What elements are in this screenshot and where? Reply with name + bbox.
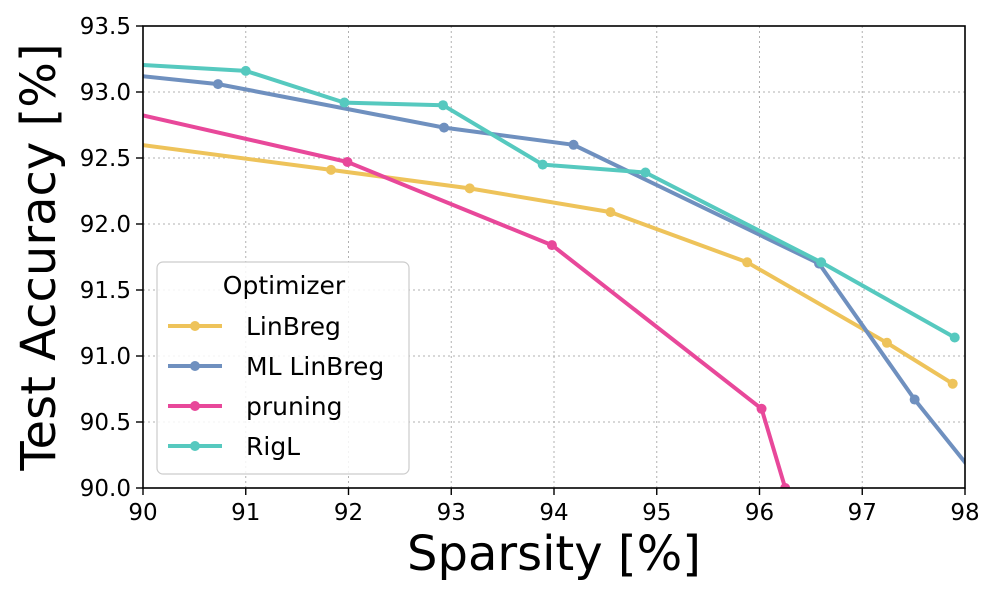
y-tick-label: 93.0	[80, 80, 131, 106]
legend-title: Optimizer	[223, 271, 346, 300]
data-point-linbreg	[742, 257, 753, 268]
data-point-linbreg	[464, 183, 475, 194]
legend: Optimizer LinBreg ML LinBreg pruning RigL	[156, 261, 410, 475]
legend-marker	[190, 441, 200, 451]
x-tick-label: 93	[437, 500, 466, 526]
x-tick-label: 91	[231, 500, 260, 526]
series-layer	[143, 62, 991, 493]
x-tick-label: 90	[128, 500, 157, 526]
series-ml-linbreg	[143, 74, 991, 493]
series-linbreg	[143, 143, 958, 389]
data-point-linbreg	[326, 164, 337, 175]
legend-entry-pruning: pruning	[168, 392, 343, 421]
data-point-linbreg	[881, 337, 892, 348]
data-point-pruning	[780, 483, 791, 488]
series-rigl	[143, 62, 960, 343]
legend-marker	[190, 361, 200, 371]
legend-label: RigL	[246, 432, 300, 461]
y-tick-label: 93.5	[80, 14, 131, 40]
legend-label: pruning	[246, 392, 343, 421]
data-point-rigl	[640, 167, 651, 178]
x-tick-label: 97	[848, 500, 877, 526]
x-tick-label: 92	[334, 500, 363, 526]
data-point-rigl	[816, 257, 827, 268]
legend-entry-ml-linbreg: ML LinBreg	[168, 352, 384, 381]
series-pruning	[143, 113, 791, 488]
data-point-pruning	[546, 240, 557, 251]
data-point-pruning	[756, 403, 767, 414]
legend-entry-rigl: RigL	[168, 432, 300, 461]
data-point-rigl	[438, 100, 449, 111]
data-point-ml-linbreg	[909, 394, 920, 405]
data-point-linbreg	[605, 207, 616, 218]
data-point-linbreg	[947, 378, 958, 389]
legend-marker	[190, 321, 200, 331]
data-point-rigl	[339, 97, 350, 108]
x-tick-label: 94	[539, 500, 568, 526]
y-tick-label: 90.5	[80, 410, 131, 436]
data-point-ml-linbreg	[568, 139, 579, 150]
data-point-ml-linbreg	[213, 79, 224, 90]
y-axis-title: Test Accuracy [%]	[11, 43, 67, 471]
legend-box	[156, 261, 410, 475]
y-tick-label: 90.0	[80, 476, 131, 502]
data-point-rigl	[537, 159, 548, 170]
data-point-pruning	[342, 156, 353, 167]
ticks: 90 91 92 93 94 95 96 97 98 90.0 90.5 91.0 91.5 92.0 92…	[80, 14, 980, 526]
data-point-rigl	[240, 65, 251, 76]
data-point-ml-linbreg	[439, 122, 450, 133]
data-point-ml-linbreg	[981, 483, 991, 493]
legend-label: ML LinBreg	[246, 352, 384, 381]
y-tick-label: 92.0	[80, 212, 131, 238]
x-tick-label: 96	[745, 500, 774, 526]
x-tick-label: 95	[642, 500, 671, 526]
legend-entry-linbreg: LinBreg	[168, 312, 341, 341]
y-tick-label: 91.0	[80, 344, 131, 370]
data-point-rigl	[949, 332, 960, 343]
x-axis-title: Sparsity [%]	[407, 526, 701, 582]
legend-marker	[190, 401, 200, 411]
y-tick-label: 92.5	[80, 146, 131, 172]
y-tick-label: 91.5	[80, 278, 131, 304]
legend-label: LinBreg	[246, 312, 341, 341]
series-line-rigl	[143, 62, 957, 340]
x-tick-label: 98	[950, 500, 979, 526]
